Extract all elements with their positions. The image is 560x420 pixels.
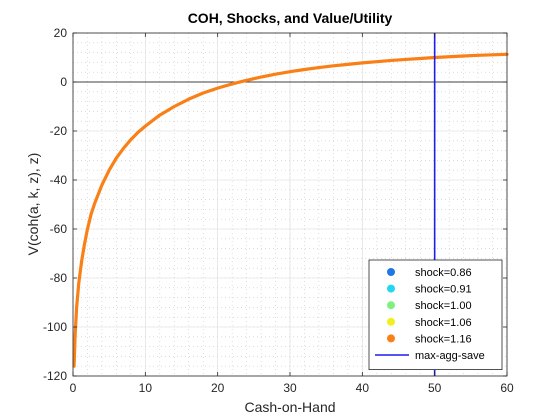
legend-label: shock=0.86 — [415, 267, 472, 279]
y-tick-label: 0 — [60, 75, 67, 89]
y-tick-label: -120 — [43, 369, 67, 383]
legend-label: shock=1.16 — [415, 333, 472, 345]
legend-marker-shock=1.16 — [387, 334, 395, 343]
x-tick-label: 0 — [70, 381, 77, 395]
y-tick-label: -80 — [50, 271, 68, 285]
y-axis-label: V(coh(a, k, z), z) — [25, 153, 41, 256]
y-tick-label: -100 — [43, 320, 67, 334]
y-ticks: -120 -100 -80 -60 -40 -20 0 20 — [43, 26, 507, 383]
x-tick-label: 60 — [500, 381, 514, 395]
legend-marker-shock=1.06 — [387, 317, 395, 326]
y-tick-label: -60 — [50, 222, 68, 236]
legend-marker-shock=1.00 — [387, 301, 395, 310]
x-tick-label: 50 — [428, 381, 442, 395]
legend-label: shock=1.00 — [415, 300, 472, 312]
y-tick-label: -20 — [50, 124, 68, 138]
legend-box — [368, 259, 503, 370]
legend-marker-shock=0.86 — [387, 268, 395, 276]
x-tick-label: 30 — [283, 381, 297, 395]
legend-label: max-agg-save — [415, 350, 485, 362]
series-group — [72, 52, 509, 368]
x-tick-label: 20 — [211, 381, 225, 395]
x-axis-label: Cash-on-Hand — [244, 399, 335, 415]
chart-title: COH, Shocks, and Value/Utility — [188, 10, 393, 26]
series-line-shock=1.16 — [72, 52, 509, 368]
x-tick-label: 10 — [139, 381, 153, 395]
y-tick-label: -40 — [50, 173, 68, 187]
legend-marker-shock=0.91 — [387, 284, 395, 293]
legend-label: shock=0.91 — [415, 284, 472, 296]
legend-label: shock=1.06 — [415, 317, 472, 329]
x-ticks: 0 10 20 30 40 50 60 — [70, 33, 514, 395]
legend: shock=0.86 shock=0.91 shock=1.00 shock=1.06… — [368, 259, 503, 370]
x-tick-label: 40 — [356, 381, 370, 395]
y-tick-label: 20 — [54, 26, 68, 40]
